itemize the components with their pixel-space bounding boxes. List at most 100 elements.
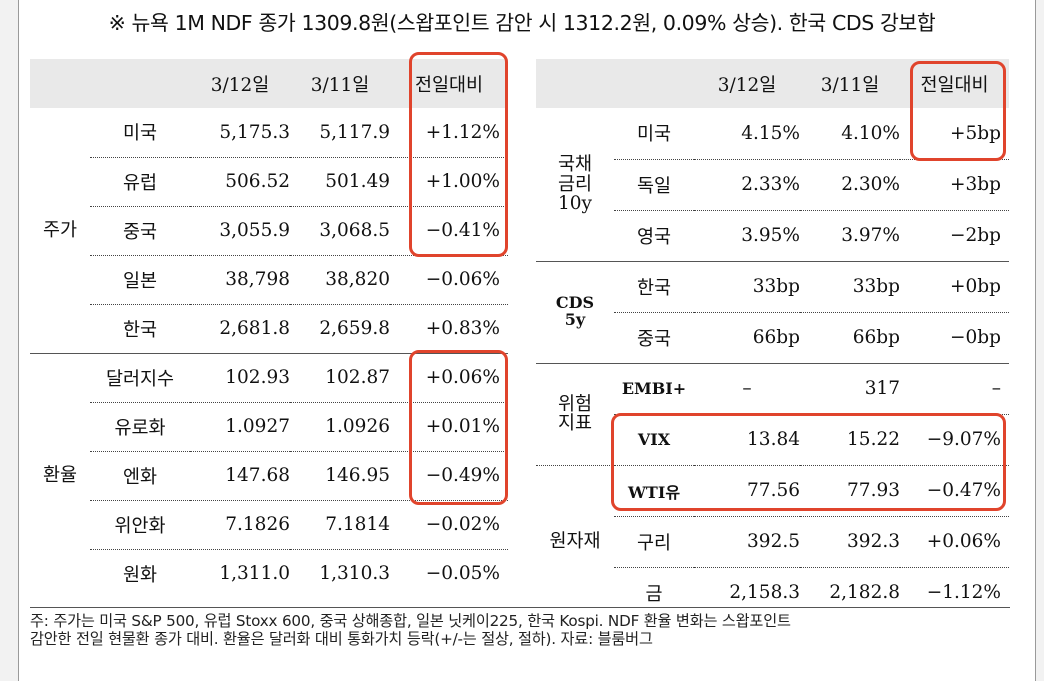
value-date1: 2,158.3 xyxy=(729,582,800,604)
row-name: WTI유 xyxy=(614,465,694,517)
value-date1: 147.68 xyxy=(190,451,290,501)
value-date2: 501.49 xyxy=(290,157,390,207)
group-label-cds: CDS 5y xyxy=(536,261,614,364)
table-row: 위험 지표 EMBI+ – 317 – xyxy=(536,363,1009,466)
row-name: 영국 xyxy=(614,210,694,262)
value-date1: 77.56 xyxy=(694,465,800,517)
value-date1: 33bp xyxy=(694,261,800,313)
value-date1: 1,311.0 xyxy=(219,563,290,585)
value-change: +0bp xyxy=(900,261,1009,313)
table-row: 위안화 7.1826 7.1814 −0.02% xyxy=(30,500,508,550)
value-change: – xyxy=(900,363,1009,415)
value-change: +0.06% xyxy=(390,353,508,403)
right-header-row: 3/12일 3/11일 전일대비 xyxy=(536,59,1009,108)
column-header xyxy=(614,59,694,108)
table-row: 주가 미국 5,175.3 5,117.9 +1.12% xyxy=(30,108,508,354)
row-name: 엔화 xyxy=(90,451,190,501)
value-date2: 77.93 xyxy=(800,465,900,517)
group-label-risk: 위험 지표 xyxy=(536,363,614,466)
row-name: 독일 xyxy=(614,159,694,211)
table-row: 유로화 1.0927 1.0926 +0.01% xyxy=(30,402,508,452)
column-header-date2: 3/11일 xyxy=(800,59,900,108)
value-date1: 38,798 xyxy=(190,255,290,305)
table-row: 환율 달러지수 102.93 102.87 +0.06% xyxy=(30,353,508,485)
value-date1: 4.15% xyxy=(694,108,800,160)
left-header-row: 3/12일 3/11일 전일대비 xyxy=(30,59,508,108)
table-row: 영국 3.95% 3.97% −2bp xyxy=(536,210,1009,262)
group-label-commodities: 원자재 xyxy=(549,531,601,553)
row-name: 중국 xyxy=(90,206,190,256)
value-date1: 3.95% xyxy=(694,210,800,262)
row-name: EMBI+ xyxy=(614,363,694,415)
right-market-table: 3/12일 3/11일 전일대비 국채 금리 10y 미국 4.15% 4.10… xyxy=(536,59,1009,618)
row-name: 유럽 xyxy=(90,157,190,207)
value-change: +3bp xyxy=(900,159,1009,211)
row-name: 달러지수 xyxy=(90,353,190,403)
value-date1: 506.52 xyxy=(190,157,290,207)
value-change: +0.83% xyxy=(390,304,508,354)
value-change: +5bp xyxy=(900,108,1009,160)
value-date2: 2,182.8 xyxy=(829,582,900,604)
table-row: 금 2,158.3 2,182.8 −1.12% xyxy=(536,567,1009,618)
group-label-stocks: 주가 xyxy=(30,108,90,354)
footnote: 주: 주가는 미국 S&P 500, 유럽 Stoxx 600, 중국 상해종합… xyxy=(30,612,1010,648)
table-row: 국채 금리 10y 미국 4.15% 4.10% +5bp xyxy=(536,108,1009,262)
value-date2: 2.30% xyxy=(800,159,900,211)
table-row: 엔화 147.68 146.95 −0.49% xyxy=(30,451,508,501)
table-row: 유럽 506.52 501.49 +1.00% xyxy=(30,157,508,207)
value-change: −0.05% xyxy=(425,563,500,585)
value-date2: 3.97% xyxy=(800,210,900,262)
value-date1: 5,175.3 xyxy=(190,108,290,158)
value-date1: 7.1826 xyxy=(190,500,290,550)
value-change: +1.12% xyxy=(390,108,508,158)
value-date2: 1,310.3 xyxy=(319,563,390,585)
table-row: 독일 2.33% 2.30% +3bp xyxy=(536,159,1009,211)
group-label-bond-yield: 국채 금리 10y xyxy=(536,108,614,262)
value-change: −0.49% xyxy=(390,451,508,501)
column-header-change: 전일대비 xyxy=(390,59,508,108)
footer-divider xyxy=(30,607,1010,608)
row-name: 원화 xyxy=(122,564,158,586)
table-row: 구리 392.5 392.3 +0.06% xyxy=(536,516,1009,568)
group-label-fx: 환율 xyxy=(42,465,78,487)
value-date2: 2,659.8 xyxy=(290,304,390,354)
value-date1: 13.84 xyxy=(694,414,800,466)
value-date2: 7.1814 xyxy=(290,500,390,550)
value-change: −2bp xyxy=(900,210,1009,262)
table-row: 중국 66bp 66bp −0bp xyxy=(536,312,1009,364)
table-row: 원화 1,311.0 1,310.3 −0.05% xyxy=(30,549,508,598)
row-name: 유로화 xyxy=(90,402,190,452)
value-date1: 3,055.9 xyxy=(190,206,290,256)
value-change: −9.07% xyxy=(900,414,1009,466)
table-row: VIX 13.84 15.22 −9.07% xyxy=(536,414,1009,466)
page-title: ※ 뉴욕 1M NDF 종가 1309.8원(스왑포인트 감안 시 1312.2… xyxy=(108,11,936,35)
value-date2: 102.87 xyxy=(290,353,390,403)
column-header-date1: 3/12일 xyxy=(190,59,290,108)
column-header xyxy=(90,59,190,108)
value-change: −0.02% xyxy=(390,500,508,550)
row-name: 구리 xyxy=(614,516,694,568)
row-name: 미국 xyxy=(90,108,190,158)
footnote-line: 감안한 전일 현물환 종가 대비. 환율은 달러화 대비 통화가치 등락(+/-… xyxy=(30,630,653,648)
value-date2: 66bp xyxy=(800,312,900,364)
value-date2: 15.22 xyxy=(800,414,900,466)
row-name: 위안화 xyxy=(90,500,190,550)
value-change: +0.06% xyxy=(900,516,1009,568)
value-date2: 5,117.9 xyxy=(290,108,390,158)
column-header xyxy=(536,59,614,108)
row-name: 한국 xyxy=(614,261,694,313)
row-name: 일본 xyxy=(90,255,190,305)
value-date1: 1.0927 xyxy=(190,402,290,452)
column-header-date2: 3/11일 xyxy=(290,59,390,108)
table-row: CDS 5y 한국 33bp 33bp +0bp xyxy=(536,261,1009,364)
value-date2: 1.0926 xyxy=(290,402,390,452)
value-date1: 2.33% xyxy=(694,159,800,211)
row-name: 중국 xyxy=(614,312,694,364)
column-header xyxy=(30,59,90,108)
left-market-table: 3/12일 3/11일 전일대비 주가 미국 5,175.3 5,117.9 +… xyxy=(30,59,508,598)
value-date1: – xyxy=(694,363,800,415)
value-change: +1.00% xyxy=(390,157,508,207)
value-date1: 2,681.8 xyxy=(190,304,290,354)
row-name: VIX xyxy=(614,414,694,466)
value-date1: 102.93 xyxy=(190,353,290,403)
